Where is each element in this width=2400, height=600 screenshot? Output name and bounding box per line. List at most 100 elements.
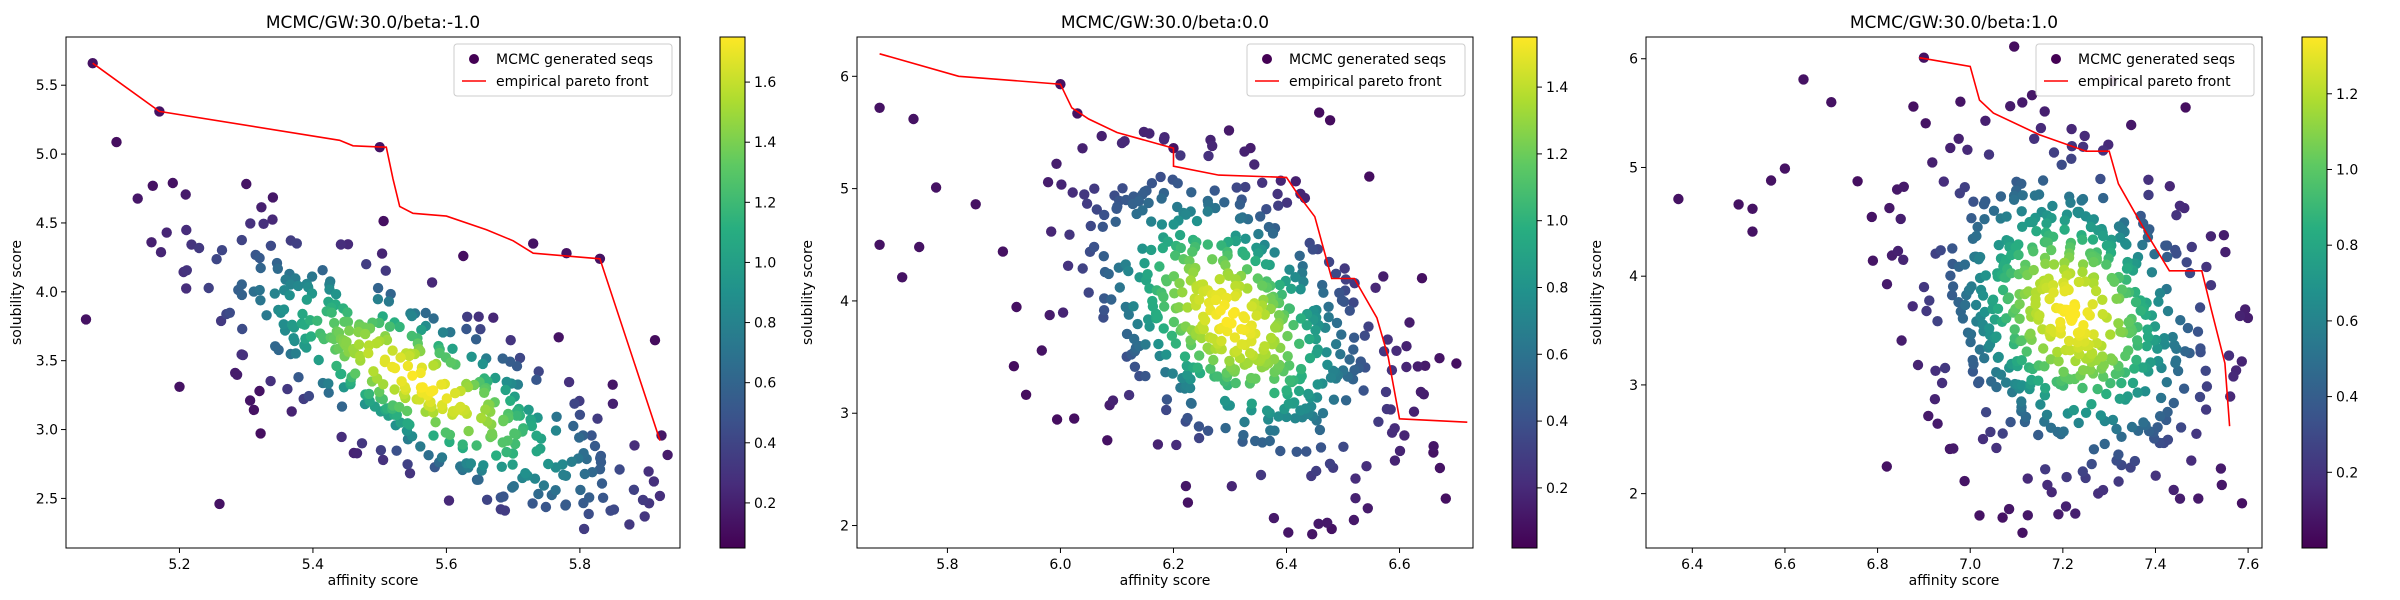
scatter-point (538, 480, 550, 491)
y-tick-label: 4.5 (36, 216, 58, 232)
x-tick-label: 6.8 (1866, 557, 1888, 573)
scatter-point (80, 314, 92, 325)
scatter-point (1261, 204, 1272, 215)
scatter-point (1231, 182, 1242, 193)
scatter-point (1301, 446, 1312, 457)
scatter-point (1315, 442, 1327, 453)
legend-box (1246, 43, 1466, 97)
scatter-point (1156, 193, 1167, 204)
scatter-point (245, 218, 256, 229)
scatter-point (2201, 381, 2213, 392)
x-tick-label: 6.4 (1275, 557, 1297, 573)
y-axis-label: solubility score (1589, 240, 1605, 345)
scatter-point (563, 376, 575, 388)
scatter-point (2200, 404, 2212, 415)
scatter-point (2153, 355, 2164, 367)
scatter-point (297, 308, 308, 320)
scatter-point (1128, 301, 1139, 312)
scatter-point (1307, 529, 1318, 540)
scatter-point (1301, 320, 1313, 331)
scatter-point (2105, 378, 2116, 389)
scatter-point (1920, 118, 1931, 129)
scatter-point (2138, 417, 2149, 428)
scatter-point (396, 376, 407, 387)
scatter-point (2078, 320, 2089, 331)
scatter-point (639, 511, 650, 522)
scatter-point (1259, 341, 1270, 352)
scatter-point (2116, 377, 2127, 389)
scatter-point (2095, 173, 2106, 185)
legend-label: MCMC generated seqs (2078, 52, 2235, 68)
scatter-point (458, 250, 469, 262)
scatter-point (2073, 417, 2084, 429)
scatter-point (1123, 389, 1135, 401)
scatter-point (2009, 41, 2020, 52)
scatter-point (566, 456, 577, 467)
scatter-point (2077, 266, 2088, 278)
scatter-point (1140, 370, 1151, 382)
scatter-point (2000, 377, 2012, 388)
scatter-point (1295, 284, 1306, 295)
scatter-point (2030, 299, 2041, 310)
y-tick-label: 5.0 (36, 147, 58, 163)
scatter-point (1170, 338, 1182, 349)
scatter-point (533, 366, 544, 377)
x-tick-label: 7.4 (2144, 557, 2166, 573)
scatter-point (254, 252, 265, 264)
scatter-point (1020, 389, 1032, 400)
scatter-point (1284, 264, 1295, 275)
scatter-point (1389, 455, 1401, 466)
x-tick-label: 5.8 (936, 557, 958, 573)
scatter-point (1386, 427, 1398, 438)
colorbar-tick-label: 0.8 (754, 316, 776, 332)
scatter-point (1953, 133, 1964, 144)
scatter-point (2097, 309, 2108, 320)
scatter-point (2167, 331, 2178, 343)
scatter-point (1175, 150, 1186, 161)
scatter-point (402, 418, 413, 429)
scatter-point (471, 440, 482, 451)
scatter-point (2013, 249, 2024, 261)
scatter-point (1239, 416, 1250, 428)
scatter-point (1290, 272, 1301, 283)
scatter-point (1123, 309, 1135, 320)
scatter-point (2178, 383, 2190, 394)
scatter-point (1207, 333, 1219, 344)
y-tick-label: 3.5 (36, 354, 58, 370)
colorbar-tick-label: 0.8 (2336, 238, 2358, 254)
scatter-point (2008, 194, 2020, 205)
scatter-point (1451, 358, 1462, 369)
scatter-point (2092, 383, 2103, 395)
scatter-point (1214, 274, 1225, 285)
scatter-point (2193, 493, 2204, 504)
scatter-point (2170, 357, 2181, 369)
scatter-point (2105, 329, 2116, 340)
scatter-point (372, 282, 384, 294)
scatter-point (1169, 288, 1180, 299)
scatter-point (2023, 286, 2034, 297)
scatter-point (1222, 326, 1233, 337)
scatter-point (1227, 308, 1239, 319)
scatter-point (2164, 181, 2175, 192)
colorbar-tick-label: 1.2 (1546, 147, 1568, 163)
scatter-point (1323, 312, 1334, 323)
scatter-point (2086, 399, 2097, 410)
scatter-point (1194, 350, 1205, 361)
chart-panel-2: MCMC/GW:30.0/beta:0.0 5.8 6.0 6.2 6.4 6.6 2 3 4 5… (800, 13, 1568, 589)
scatter-point (278, 304, 290, 315)
scatter-point (378, 215, 389, 227)
scatter-point (1114, 282, 1126, 293)
scatter-point (1974, 251, 1986, 263)
scatter-point (1979, 214, 1990, 225)
scatter-point (1242, 357, 1254, 369)
scatter-point (147, 180, 158, 191)
scatter-point (476, 412, 487, 424)
scatter-point (1317, 408, 1329, 419)
scatter-point (1322, 517, 1333, 528)
scatter-point (132, 193, 143, 204)
scatter-point (2159, 333, 2170, 344)
scatter-point (2171, 248, 2182, 259)
scatter-point (2097, 484, 2109, 496)
scatter-point (1265, 332, 1277, 344)
scatter-point (1129, 361, 1141, 372)
